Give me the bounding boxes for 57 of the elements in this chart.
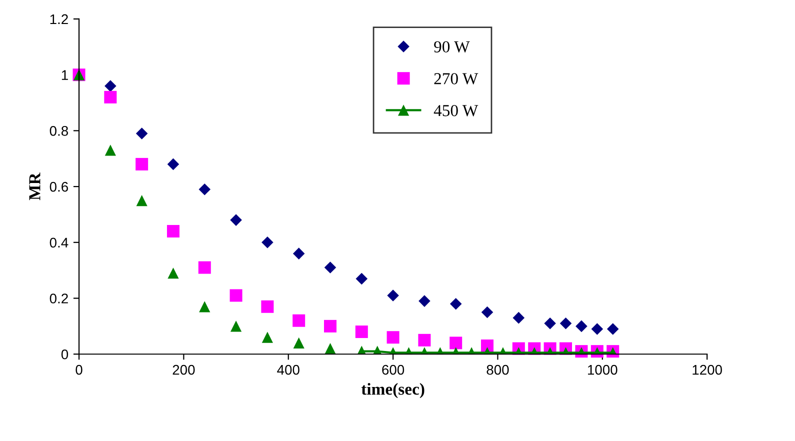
point [199,301,210,312]
point [104,90,117,104]
point [356,272,368,285]
point [292,248,305,260]
point [560,318,572,330]
y-tick-label: 0.2 [50,294,68,304]
point [387,290,399,302]
point [166,224,180,238]
legend-label: 90 W [434,41,470,53]
y-axis-title: MR [29,172,40,200]
point [324,262,336,274]
y-tick-label: 0.8 [50,126,68,136]
point [418,295,430,307]
y-tick-label: 0.4 [50,238,68,248]
point [544,318,556,330]
point [386,331,400,344]
point [262,332,273,343]
point [292,314,306,327]
point [591,323,604,335]
point [230,214,242,226]
point [355,326,368,338]
x-tick-label: 800 [486,364,509,375]
legend-label: 450 W [434,104,478,116]
x-tick-label: 0 [76,364,82,375]
point [512,312,525,324]
x-axis-title: time(sec) [361,383,424,398]
y-tick-label: 1.2 [50,14,68,24]
point [606,323,619,335]
y-tick-label: 0.6 [50,182,68,192]
point [168,268,179,279]
point [167,158,180,170]
x-tick-label: 1000 [588,364,618,375]
point [136,128,148,140]
y-tick-label: 1 [62,70,68,80]
point [576,320,588,332]
point [230,289,242,302]
x-tick-label: 600 [382,364,404,375]
point [198,183,211,196]
point [104,144,116,156]
point [293,337,304,349]
point [262,236,274,248]
point [450,336,462,350]
point [450,298,462,310]
x-tick-label: 1200 [692,364,722,375]
x-tick-label: 200 [172,364,195,375]
point [261,300,274,313]
y-tick-label: 0 [61,349,68,360]
x-tick-label: 400 [277,364,300,375]
point [481,306,494,318]
point [324,320,336,332]
point [104,80,116,92]
point [230,320,242,332]
point [198,261,211,274]
point [136,158,148,170]
point [136,194,148,206]
point [418,334,431,346]
legend-label: 270 W [434,73,478,84]
